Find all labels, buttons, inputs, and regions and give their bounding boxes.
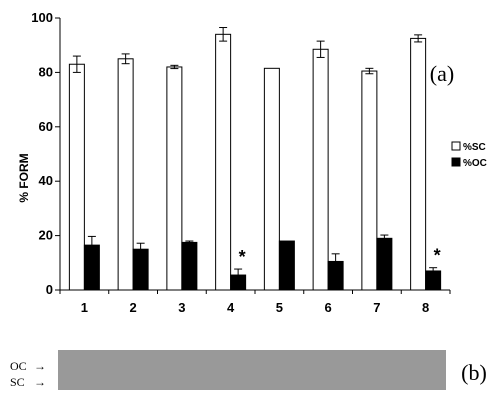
x-tick-label: 7	[373, 300, 380, 315]
legend-swatch-oc	[451, 157, 461, 167]
y-tick-label: 100	[31, 10, 53, 25]
gel-arrow-sc: →	[34, 375, 46, 389]
x-tick-label: 6	[325, 300, 332, 315]
bar-sc	[312, 48, 329, 291]
x-tick-label: 1	[81, 300, 88, 315]
gel-arrow-oc: →	[34, 359, 46, 373]
gel-panel: OC → SC → (b)	[10, 350, 487, 390]
legend: %SC %OC	[451, 141, 487, 169]
x-tick-label: 3	[178, 300, 185, 315]
y-tick-label: 80	[39, 64, 53, 79]
bar-sc	[263, 67, 280, 291]
x-tick-label: 5	[276, 300, 283, 315]
x-axis-ticks: 1 2 3 4 5 6 7 8	[59, 290, 451, 315]
gel-label-sc: SC	[10, 375, 25, 389]
panel-label-b: (b)	[461, 360, 487, 385]
bar-oc	[181, 241, 198, 291]
bar-sc	[117, 58, 134, 291]
bar-sc	[410, 37, 427, 291]
bar-sc	[361, 70, 378, 291]
legend-label-sc: %SC	[463, 142, 486, 153]
y-tick-label: 20	[39, 228, 53, 243]
panel-label-a: (a)	[430, 61, 454, 86]
bar-sc	[166, 66, 183, 291]
gel-label-oc: OC	[10, 359, 27, 373]
bar-oc	[376, 237, 393, 291]
legend-label-oc: %OC	[463, 158, 487, 169]
bar-sc	[68, 63, 85, 291]
y-axis-label: % FORM	[17, 153, 31, 202]
significance-star: *	[434, 246, 441, 266]
y-tick-label: 60	[39, 119, 53, 134]
x-tick-label: 2	[130, 300, 137, 315]
x-tick-label: 4	[227, 300, 235, 315]
legend-swatch-sc	[451, 141, 461, 151]
y-tick-label: 40	[39, 173, 53, 188]
gel-image	[58, 350, 446, 390]
bar-sc	[215, 33, 232, 291]
significance-star: *	[239, 247, 246, 267]
bar-oc	[278, 240, 295, 291]
y-axis-ticks: 0 20 40 60 80 100	[31, 10, 60, 297]
y-tick-label: 0	[46, 282, 53, 297]
bars: * *	[68, 27, 442, 291]
x-tick-label: 8	[422, 300, 429, 315]
